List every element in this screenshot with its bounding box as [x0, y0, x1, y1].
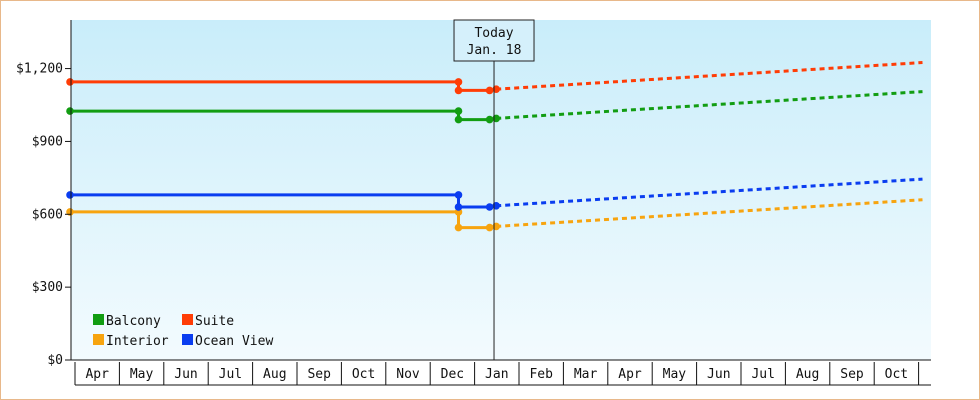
data-point-ocean-view-0[interactable] [66, 191, 74, 199]
month-label: Jun [174, 367, 197, 382]
data-point-balcony-0[interactable] [66, 107, 74, 115]
month-label: Jul [219, 367, 242, 382]
data-point-interior-3[interactable] [485, 223, 494, 232]
today-date: Jan. 18 [467, 43, 522, 58]
series-projection-suite [496, 61, 923, 91]
y-tick-label: $600 [32, 207, 63, 222]
month-label: Oct [885, 367, 908, 382]
data-point-balcony-2[interactable] [454, 115, 463, 124]
series-layer [66, 61, 923, 232]
month-label: Jun [707, 367, 730, 382]
legend-swatch-suite [182, 314, 193, 325]
data-point-interior-2[interactable] [454, 223, 463, 232]
month-label: Dec [441, 367, 464, 382]
month-label: May [130, 367, 154, 382]
month-label: Aug [796, 367, 819, 382]
month-label: Apr [85, 367, 109, 382]
month-label: Sep [307, 367, 331, 382]
series-projection-ocean-view [496, 177, 923, 208]
month-label: Nov [396, 367, 420, 382]
month-label: Feb [529, 367, 553, 382]
y-tick-label: $1,200 [16, 62, 63, 77]
month-label: Apr [618, 367, 642, 382]
today-marker: Today Jan. 18 [453, 19, 535, 360]
legend-label-ocean-view: Ocean View [195, 334, 273, 349]
y-tick-label: $0 [47, 353, 63, 368]
today-title: Today [474, 26, 513, 41]
legend-swatch-interior [93, 334, 104, 345]
legend: Balcony Suite Interior Ocean View [93, 314, 273, 349]
month-label: Aug [263, 367, 286, 382]
legend-swatch-balcony [93, 314, 104, 325]
y-tick-label: $300 [32, 280, 63, 295]
legend-label-balcony: Balcony [106, 314, 161, 329]
data-point-ocean-view-1[interactable] [454, 191, 463, 199]
data-point-suite-0[interactable] [66, 78, 74, 86]
data-point-suite-2[interactable] [454, 86, 463, 95]
month-label: Oct [352, 367, 375, 382]
month-label: May [663, 367, 687, 382]
series-projection-interior [496, 198, 923, 228]
series-projection-balcony [496, 90, 923, 120]
month-label: Sep [840, 367, 864, 382]
legend-label-suite: Suite [195, 314, 234, 329]
data-point-balcony-1[interactable] [454, 107, 463, 115]
axes-layer: $0 $300 $600 $900 $1,200 Apr May Jun Jul Aug Sep Oc… [16, 20, 931, 386]
month-label: Jan [485, 367, 508, 382]
data-point-suite-3[interactable] [485, 86, 494, 95]
legend-label-interior: Interior [106, 334, 169, 349]
month-label: Mar [574, 367, 598, 382]
today-box [453, 19, 535, 62]
data-point-ocean-view-2[interactable] [454, 203, 463, 211]
data-point-ocean-view-3[interactable] [485, 203, 494, 211]
data-point-suite-1[interactable] [454, 78, 463, 86]
month-label: Jul [751, 367, 774, 382]
plot-area [71, 20, 931, 360]
data-point-balcony-3[interactable] [485, 115, 494, 124]
legend-swatch-ocean-view [182, 334, 193, 345]
y-tick-label: $900 [32, 134, 63, 149]
